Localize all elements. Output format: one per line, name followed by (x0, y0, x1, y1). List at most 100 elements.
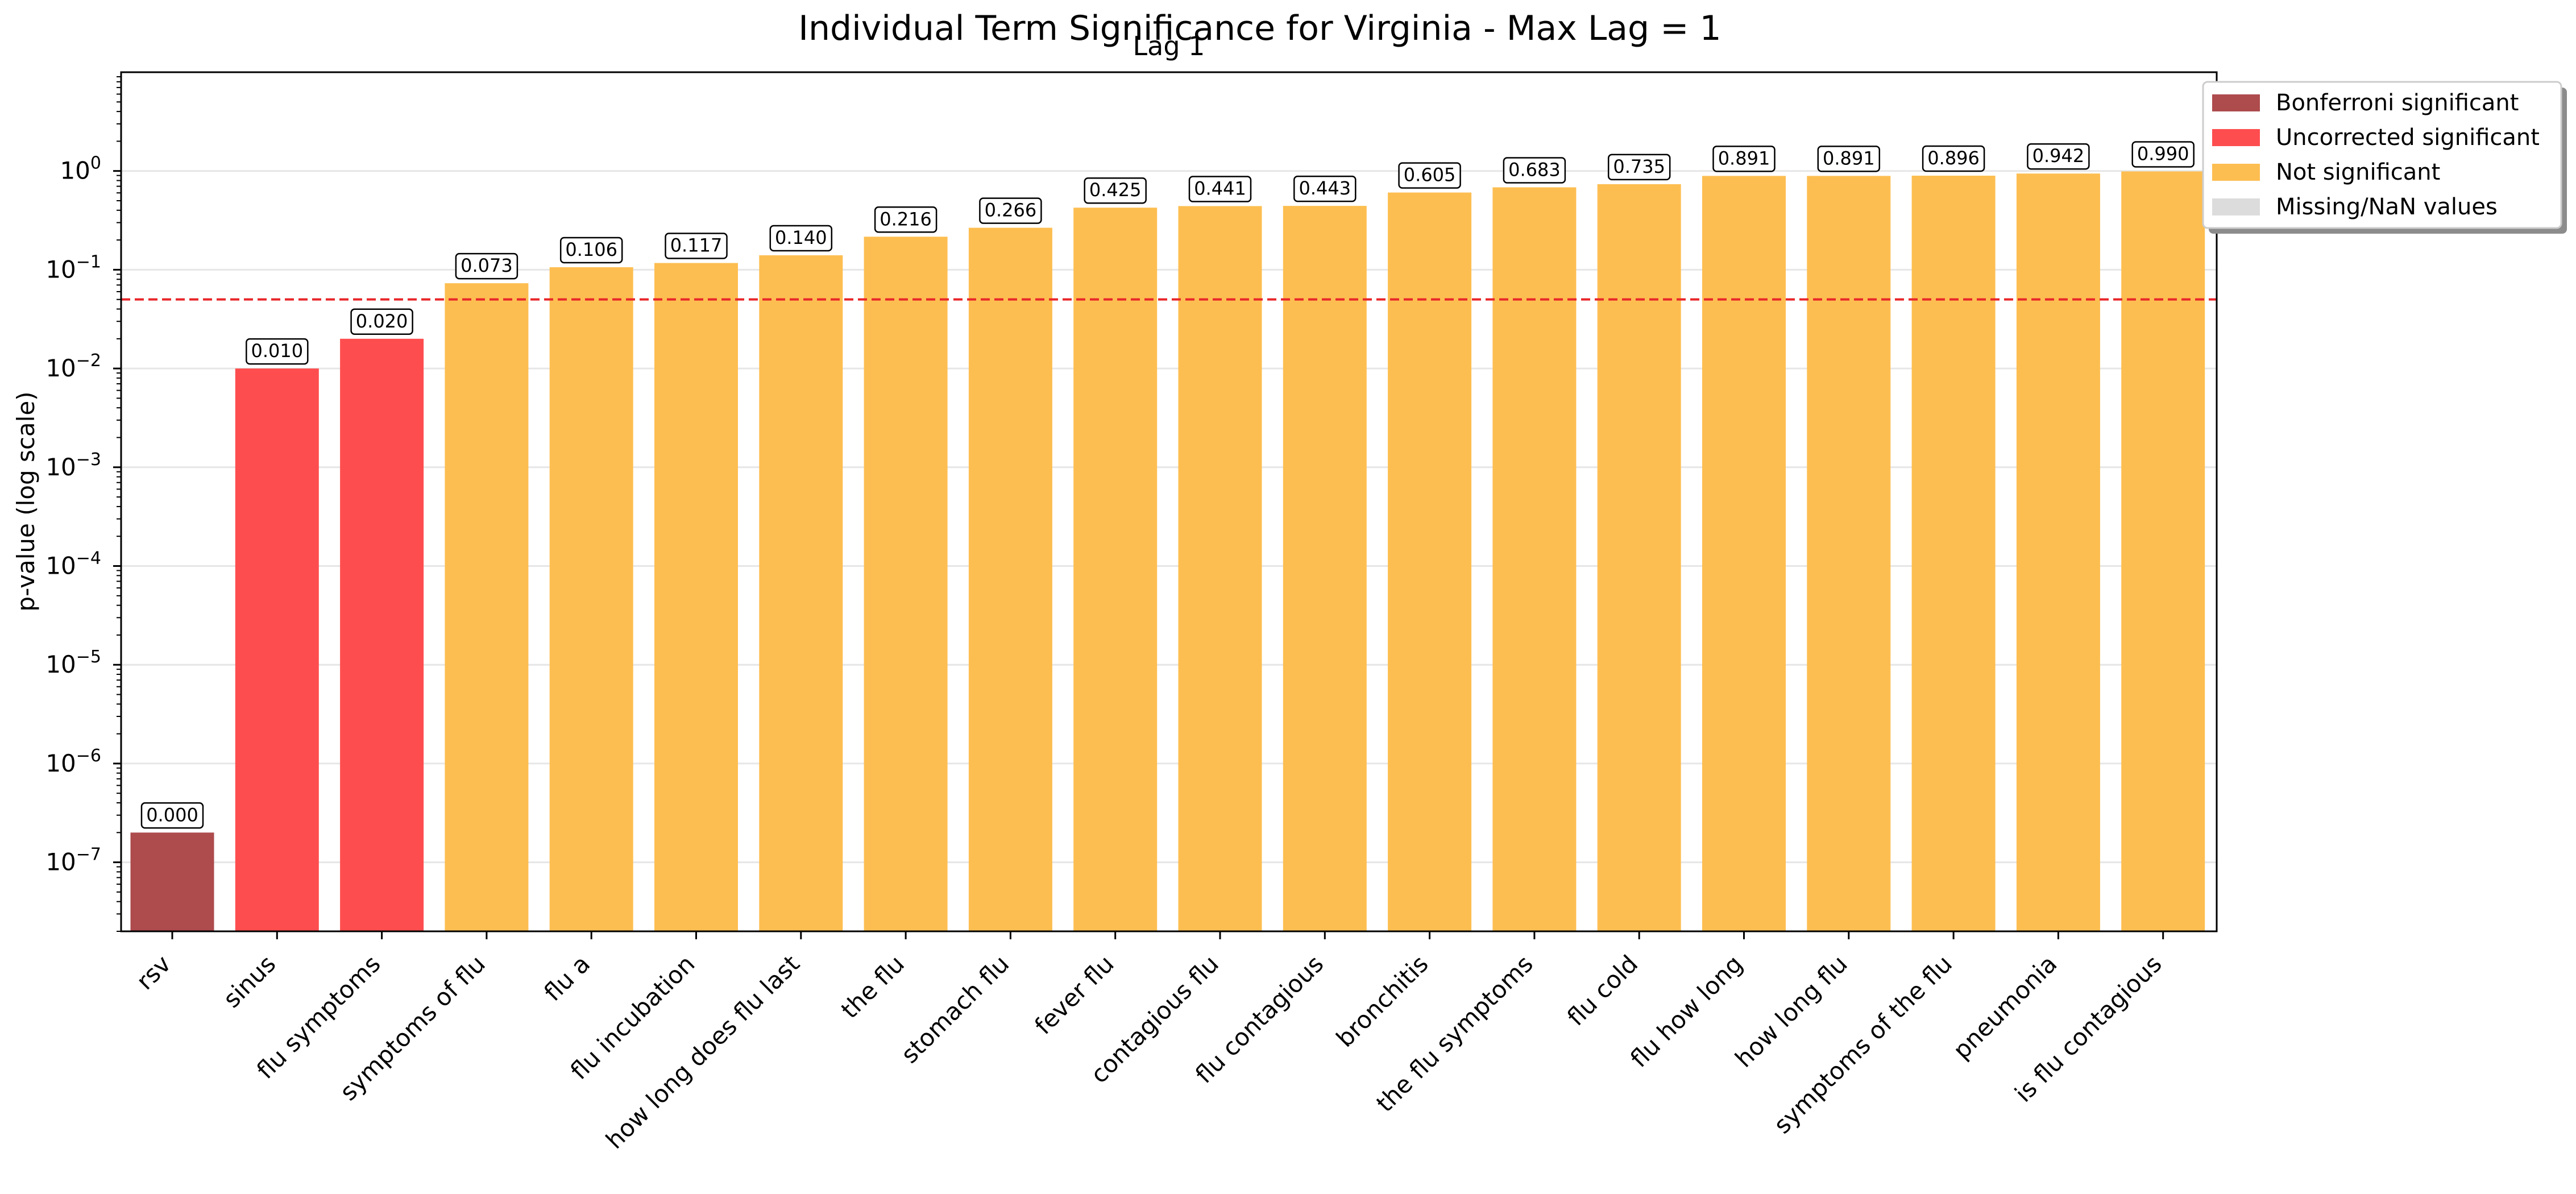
x-tick-label: the flu (836, 950, 910, 1023)
value-label: 0.990 (2131, 141, 2195, 168)
y-tick-label: 10−3 (45, 450, 101, 481)
bar (1911, 175, 1996, 931)
y-tick-label: 10−1 (45, 252, 101, 283)
svg-text:0.010: 0.010 (251, 340, 303, 362)
x-tick-label: flu how long (1625, 950, 1748, 1072)
bar (445, 283, 529, 932)
svg-text:0.106: 0.106 (565, 239, 617, 260)
plot-frame (120, 71, 2218, 932)
value-label: 0.896 (1922, 145, 1985, 172)
x-tick-label: flu a (538, 950, 595, 1006)
bar (235, 368, 319, 931)
svg-text:0.443: 0.443 (1299, 177, 1351, 199)
x-tick-label: bronchitis (1331, 950, 1434, 1052)
value-label: 0.443 (1293, 175, 1357, 202)
value-label: 0.073 (455, 252, 518, 280)
svg-text:0.073: 0.073 (461, 255, 513, 276)
legend-swatch (2212, 164, 2260, 181)
svg-text:0.891: 0.891 (1823, 147, 1875, 169)
legend-swatch (2212, 129, 2260, 146)
x-tick-label: sinus (218, 950, 281, 1013)
bar (549, 267, 633, 932)
svg-text:0.000: 0.000 (146, 804, 198, 826)
legend: Bonferroni significant Uncorrected signif… (2202, 81, 2567, 234)
bar (340, 338, 424, 932)
bar (1702, 176, 1786, 931)
value-label: 0.020 (350, 308, 413, 335)
bar (1807, 176, 1891, 931)
y-tick-label: 10−4 (45, 548, 101, 579)
svg-text:0.605: 0.605 (1404, 164, 1456, 186)
legend-swatch (2212, 94, 2260, 111)
x-tick-label: flu cold (1562, 950, 1643, 1031)
value-label: 0.216 (874, 206, 938, 233)
bar (2121, 171, 2205, 931)
svg-text:0.266: 0.266 (985, 200, 1037, 221)
bars (130, 171, 2205, 932)
bar (864, 237, 948, 932)
y-axis-label: p-value (log scale) (12, 391, 40, 611)
legend-label: Uncorrected significant (2276, 125, 2540, 151)
svg-text:0.891: 0.891 (1718, 147, 1770, 169)
legend-label: Missing/NaN values (2276, 194, 2498, 220)
svg-text:0.216: 0.216 (880, 208, 932, 230)
grid-lines (121, 170, 2217, 864)
x-tick-label: how long does flu last (600, 950, 805, 1154)
value-label: 0.117 (665, 233, 728, 259)
bar (1597, 184, 1681, 931)
bar (968, 227, 1052, 931)
legend-label: Bonferroni significant (2276, 90, 2519, 116)
value-label: 0.000 (140, 802, 204, 829)
y-tick-label: 10−7 (45, 845, 101, 876)
value-label: 0.425 (1084, 177, 1147, 204)
value-label: 0.942 (2027, 143, 2090, 170)
y-axis: 100 10−1 10−2 10−3 10−4 10−5 10−6 10−7 (45, 76, 121, 932)
x-tick-label: rsv (131, 950, 176, 995)
svg-text:0.117: 0.117 (670, 235, 723, 256)
svg-text:0.441: 0.441 (1194, 177, 1246, 199)
svg-text:0.425: 0.425 (1089, 179, 1142, 201)
value-label: 0.735 (1607, 154, 1671, 181)
x-tick-label: stomach flu (895, 950, 1014, 1068)
bar (2016, 173, 2100, 931)
bar (130, 832, 214, 931)
svg-text:0.990: 0.990 (2137, 143, 2189, 164)
y-tick-label: 10−6 (45, 746, 101, 777)
bar (654, 263, 738, 931)
svg-text:0.942: 0.942 (2032, 145, 2085, 167)
legend-swatch (2212, 198, 2260, 215)
x-tick-label: fever flu (1029, 950, 1119, 1039)
y-tick-label: 10−2 (45, 351, 101, 382)
bar (1283, 206, 1367, 932)
bar (1178, 206, 1262, 932)
value-label: 0.010 (246, 338, 309, 365)
value-label: 0.140 (769, 225, 833, 252)
svg-text:0.020: 0.020 (356, 310, 408, 332)
bar (1492, 187, 1577, 932)
bar (1073, 208, 1158, 932)
value-label: 0.106 (559, 237, 623, 264)
value-labels: 0.000 0.010 0.020 0.073 0.106 0.117 0.140 0.216… (140, 141, 2195, 829)
chart-title: Individual Term Significance for Virgini… (798, 9, 1721, 48)
x-tick-label: pneumonia (1948, 950, 2063, 1064)
value-label: 0.605 (1398, 162, 1461, 189)
legend-box (2202, 81, 2562, 229)
legend-label: Not significant (2276, 159, 2440, 185)
bar (759, 255, 843, 932)
svg-text:0.683: 0.683 (1508, 159, 1561, 180)
svg-text:0.896: 0.896 (1927, 147, 1980, 169)
chart-subtitle: Lag 1 (1133, 31, 1205, 61)
value-label: 0.891 (1817, 146, 1881, 172)
svg-text:0.735: 0.735 (1613, 156, 1665, 177)
value-label: 0.683 (1503, 157, 1566, 184)
svg-text:0.140: 0.140 (775, 227, 827, 248)
value-label: 0.441 (1188, 176, 1252, 202)
bar (1388, 192, 1472, 931)
y-tick-label: 100 (60, 154, 101, 185)
y-tick-label: 10−5 (45, 647, 101, 678)
value-label: 0.266 (979, 197, 1042, 224)
value-label: 0.891 (1712, 146, 1776, 172)
